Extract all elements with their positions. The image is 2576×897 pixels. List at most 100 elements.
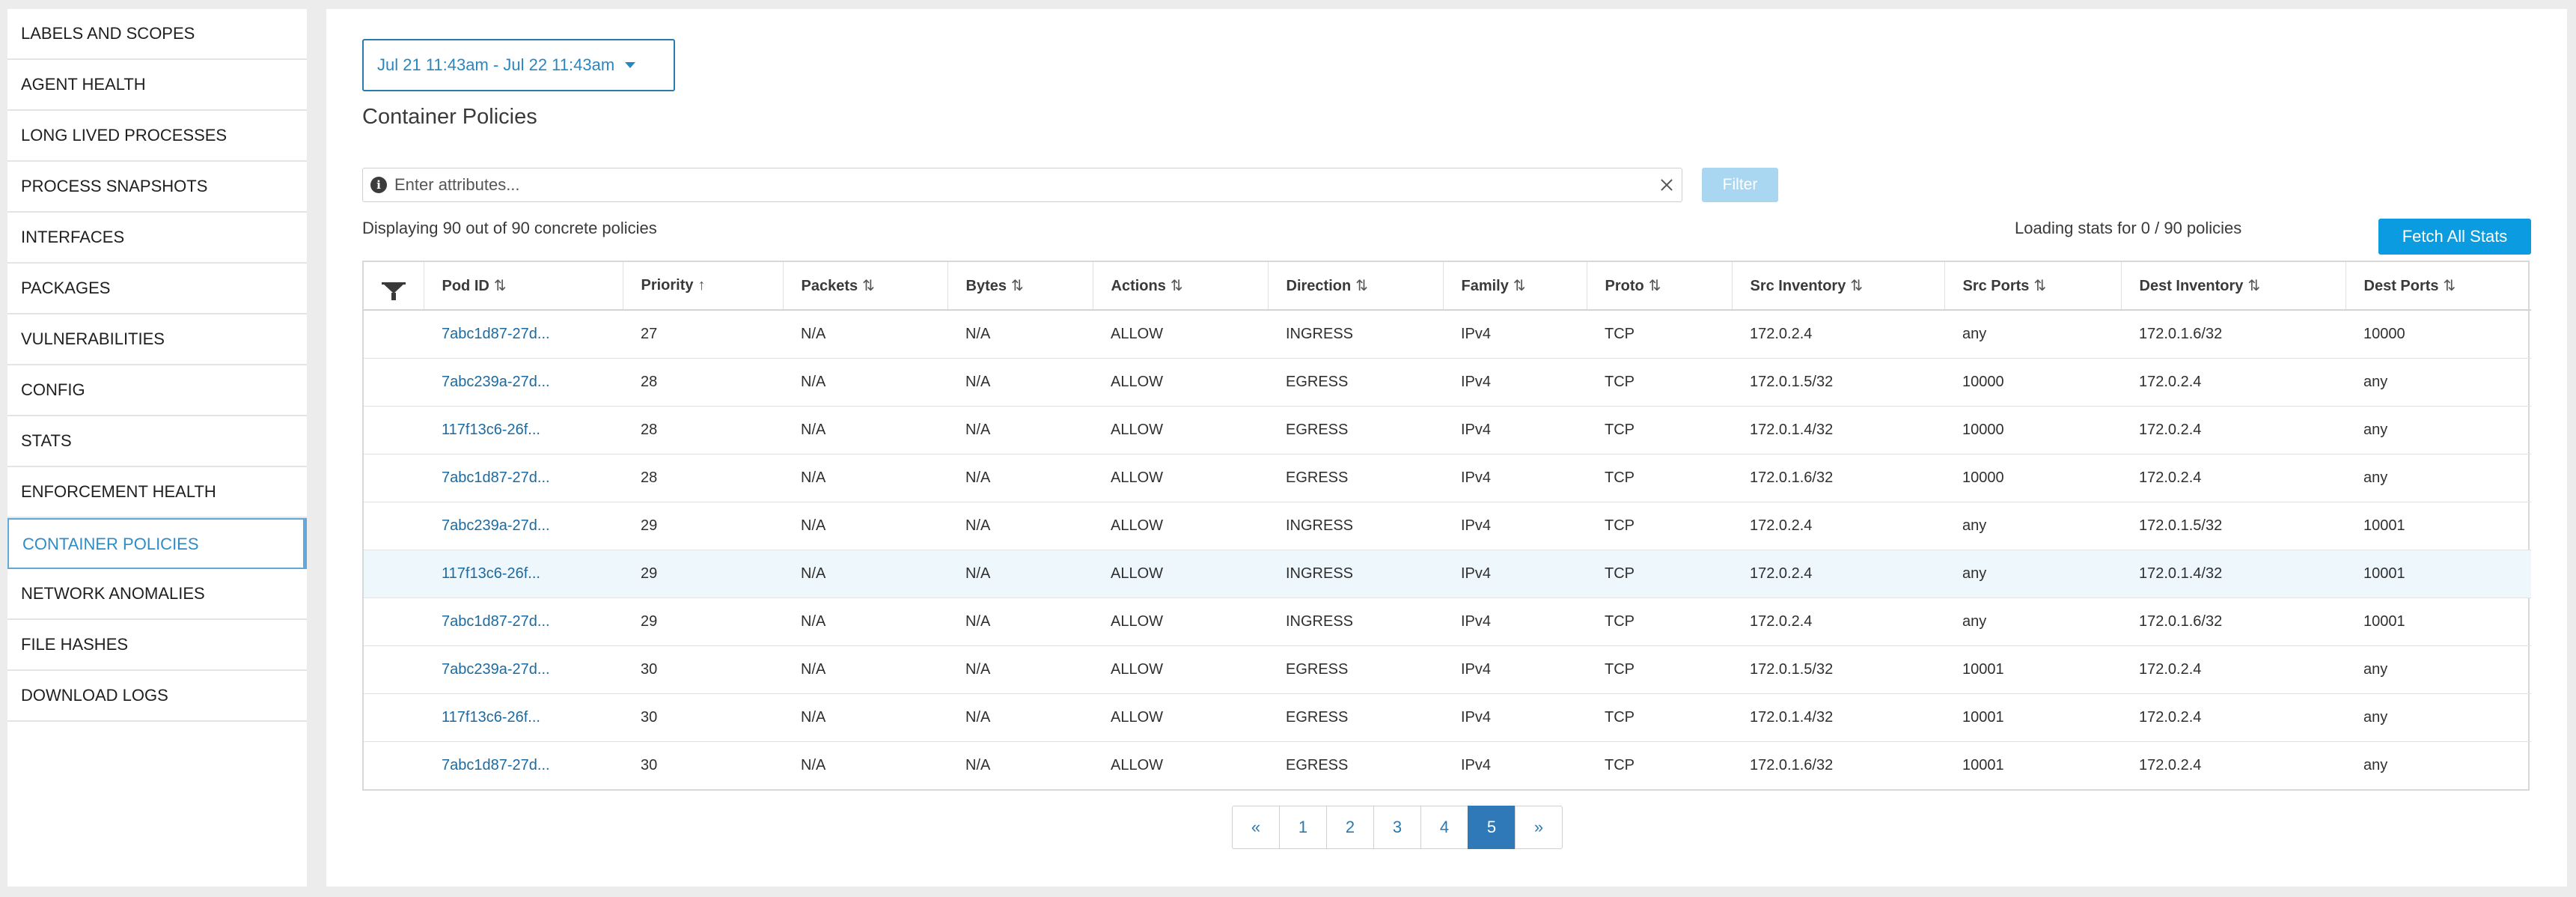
sort-ascending-icon: ↑ [698,277,706,294]
pagination-page-5[interactable]: 5 [1468,806,1516,849]
table-row[interactable]: 117f13c6-26f... 29 N/A N/A ALLOW INGRESS IPv4 T… [364,550,2531,598]
cell-dest-inventory: 172.0.1.6/32 [2121,310,2345,359]
table-row[interactable]: 7abc239a-27d... 30 N/A N/A ALLOW EGRESS IPv4 TC… [364,645,2531,694]
date-range-label: Jul 21 11:43am - Jul 22 11:43am [377,55,615,74]
sidebar-item-vulnerabilities[interactable]: VULNERABILITIES [7,314,307,365]
table-header-row: Pod ID ⇅ Priority ↑ Packets ⇅ Bytes ⇅ Actions ⇅ Di… [364,262,2531,311]
column-header-pod-id[interactable]: Pod ID ⇅ [424,262,623,311]
column-header-label: Priority [641,277,694,294]
policies-table: Pod ID ⇅ Priority ↑ Packets ⇅ Bytes ⇅ Actions ⇅ Di… [362,261,2531,791]
cell-src-inventory: 172.0.2.4 [1732,310,1944,359]
table-row[interactable]: 7abc1d87-27d... 30 N/A N/A ALLOW EGRESS IPv4 TC… [364,741,2531,789]
sidebar-item-stats[interactable]: STATS [7,416,307,467]
cell-src-ports: 10000 [1944,358,2121,407]
cell-src-inventory: 172.0.2.4 [1732,550,1944,598]
cell-priority: 28 [623,454,783,502]
cell-proto: TCP [1587,550,1732,598]
table-row[interactable]: 117f13c6-26f... 30 N/A N/A ALLOW EGRESS IPv4 TC… [364,693,2531,742]
sort-icon: ⇅ [2033,278,2047,294]
pagination-page-1[interactable]: 1 [1279,806,1327,849]
cell-src-inventory: 172.0.2.4 [1732,598,1944,646]
filter-button[interactable]: Filter [1702,168,1778,202]
pagination-page-2[interactable]: 2 [1326,806,1374,849]
cell-priority: 27 [623,310,783,359]
pod-id-link[interactable]: 7abc1d87-27d... [424,310,623,359]
pod-id-link[interactable]: 7abc1d87-27d... [424,454,623,502]
pod-id-link[interactable]: 117f13c6-26f... [424,406,623,454]
cell-dest-ports: any [2363,756,2388,773]
sidebar-item-labels-and-scopes[interactable]: LABELS AND SCOPES [7,9,307,60]
table-row[interactable]: 7abc239a-27d... 28 N/A N/A ALLOW EGRESS IPv4 TC… [364,358,2531,407]
pod-id-link[interactable]: 7abc1d87-27d... [424,598,623,646]
cell-priority: 28 [623,406,783,454]
date-range-picker[interactable]: Jul 21 11:43am - Jul 22 11:43am [362,39,675,91]
cell-proto: TCP [1587,598,1732,646]
pod-id-link[interactable]: 7abc239a-27d... [424,645,623,694]
pagination-next-button[interactable]: » [1515,806,1563,849]
pagination-page-4[interactable]: 4 [1420,806,1468,849]
table-row[interactable]: 117f13c6-26f... 28 N/A N/A ALLOW EGRESS IPv4 TC… [364,406,2531,454]
sidebar-item-interfaces[interactable]: INTERFACES [7,213,307,264]
column-header-dest-inventory[interactable]: Dest Inventory ⇅ [2121,262,2346,311]
loading-stats-status: Loading stats for 0 / 90 policies [2015,219,2242,237]
cell-actions: ALLOW [1111,756,1164,773]
column-header-family[interactable]: Family ⇅ [1443,262,1587,311]
cell-src-inventory: 172.0.1.4/32 [1732,693,1944,742]
cell-packets: N/A [783,598,947,646]
cell-family: IPv4 [1443,310,1587,359]
sidebar-item-long-lived-processes[interactable]: LONG LIVED PROCESSES [7,111,307,162]
column-header-src-ports[interactable]: Src Ports ⇅ [1944,262,2122,311]
cell-direction: INGRESS [1268,502,1443,550]
cell-src-ports: 10001 [1944,693,2121,742]
sidebar-item-network-anomalies[interactable]: NETWORK ANOMALIES [7,569,307,620]
sidebar-item-file-hashes[interactable]: FILE HASHES [7,620,307,671]
cell-dest-inventory: 172.0.2.4 [2121,645,2345,694]
cell-src-ports: 10001 [1962,756,2004,773]
close-icon[interactable] [1652,170,1682,200]
pagination-page-3[interactable]: 3 [1373,806,1421,849]
pod-id-link[interactable]: 7abc239a-27d... [424,502,623,550]
row-spacer-cell [364,406,424,454]
column-header-packets[interactable]: Packets ⇅ [783,262,948,311]
sidebar-item-download-logs[interactable]: DOWNLOAD LOGS [7,671,307,722]
pod-id-link[interactable]: 117f13c6-26f... [424,550,623,598]
pod-id-link[interactable]: 117f13c6-26f... [424,693,623,742]
column-header-bytes[interactable]: Bytes ⇅ [947,262,1093,311]
table-row[interactable]: 7abc1d87-27d... 29 N/A N/A ALLOW INGRESS IPv4 T… [364,598,2531,646]
column-header-label: Family [1461,278,1509,294]
cell-bytes: N/A [965,756,991,773]
sidebar-item-container-policies[interactable]: CONTAINER POLICIES [7,518,307,569]
column-header-priority[interactable]: Priority ↑ [623,262,784,311]
pod-id-link[interactable]: 7abc239a-27d... [424,358,623,407]
cell-bytes: N/A [947,550,1093,598]
column-header-label: Bytes [965,278,1007,294]
cell-proto: TCP [1605,756,1635,773]
column-header-src-inventory[interactable]: Src Inventory ⇅ [1732,262,1945,311]
sidebar-item-process-snapshots[interactable]: PROCESS SNAPSHOTS [7,162,307,213]
row-spacer-cell [364,502,424,550]
row-spacer-cell [364,598,424,646]
display-count: Displaying 90 out of 90 concrete policie… [362,219,657,237]
sidebar-item-agent-health[interactable]: AGENT HEALTH [7,60,307,111]
search-input[interactable] [394,175,1652,195]
column-header-dest-ports[interactable]: Dest Ports ⇅ [2345,262,2531,311]
cell-bytes: N/A [947,358,1093,407]
column-header-actions[interactable]: Actions ⇅ [1093,262,1269,311]
table-row[interactable]: 7abc239a-27d... 29 N/A N/A ALLOW INGRESS IPv4 T… [364,502,2531,550]
sidebar-item-config[interactable]: CONFIG [7,365,307,416]
table-row[interactable]: 7abc1d87-27d... 28 N/A N/A ALLOW EGRESS IPv4 TC… [364,454,2531,502]
cell-bytes: N/A [947,502,1093,550]
column-filter-toggle[interactable] [364,262,424,311]
fetch-all-stats-button[interactable]: Fetch All Stats [2378,219,2531,255]
cell-packets: N/A [783,502,947,550]
column-header-proto[interactable]: Proto ⇅ [1587,262,1733,311]
caret-down-icon [625,62,636,68]
sidebar-item-enforcement-health[interactable]: ENFORCEMENT HEALTH [7,467,307,518]
table-row[interactable]: 7abc1d87-27d... 27 N/A N/A ALLOW INGRESS IPv4 T… [364,310,2531,359]
cell-packets: N/A [801,756,826,773]
pod-id-link[interactable]: 7abc1d87-27d... [442,756,550,773]
row-spacer-cell [364,454,424,502]
sidebar-item-packages[interactable]: PACKAGES [7,264,307,314]
column-header-direction[interactable]: Direction ⇅ [1268,262,1444,311]
pagination-prev-button[interactable]: « [1232,806,1280,849]
